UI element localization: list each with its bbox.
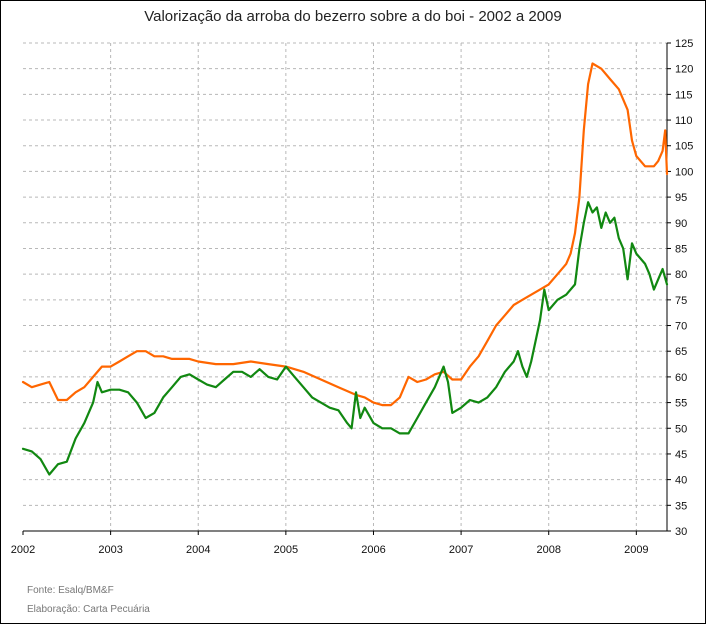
- y-tick-label: 55: [675, 398, 687, 410]
- x-tick-label: 2004: [186, 544, 210, 556]
- y-tick-label: 50: [675, 423, 687, 435]
- x-tick-label: 2007: [449, 544, 473, 556]
- y-tick-label: 125: [675, 38, 693, 50]
- y-tick-label: 65: [675, 346, 687, 358]
- y-tick-label: 70: [675, 321, 687, 333]
- x-tick-label: 2002: [11, 544, 35, 556]
- y-tick-label: 30: [675, 526, 687, 538]
- y-tick-label: 110: [675, 115, 693, 127]
- y-tick-label: 60: [675, 372, 687, 384]
- y-tick-label: 45: [675, 449, 687, 461]
- y-tick-label: 85: [675, 243, 687, 255]
- series-line-2: [21, 201, 669, 476]
- x-tick-label: 2008: [536, 544, 560, 556]
- series-group: [21, 62, 669, 476]
- y-tick-label: 90: [675, 218, 687, 230]
- chart-title: Valorização da arroba do bezerro sobre a…: [144, 8, 562, 25]
- axes: [22, 42, 671, 535]
- y-tick-label: 75: [675, 295, 687, 307]
- y-tick-label: 95: [675, 192, 687, 204]
- tick-labels: 30 35 40 45 50 55 60 65 70 75 80 85 90 95 100 105 110 115…: [11, 38, 694, 556]
- y-tick-label: 40: [675, 475, 687, 487]
- grid: [23, 42, 667, 531]
- footer-credit: Elaboração: Carta Pecuária: [27, 604, 150, 615]
- x-tick-label: 2006: [361, 544, 385, 556]
- y-tick-label: 105: [675, 141, 693, 153]
- y-tick-label: 100: [675, 166, 693, 178]
- y-tick-label: 35: [675, 500, 687, 512]
- x-tick-label: 2003: [98, 544, 122, 556]
- series-line-1: [21, 62, 669, 407]
- footer-source: Fonte: Esalq/BM&F: [27, 585, 114, 596]
- y-tick-label: 115: [675, 89, 693, 101]
- x-tick-label: 2005: [274, 544, 298, 556]
- y-tick-label: 80: [675, 269, 687, 281]
- y-tick-label: 120: [675, 64, 693, 76]
- x-tick-label: 2009: [624, 544, 648, 556]
